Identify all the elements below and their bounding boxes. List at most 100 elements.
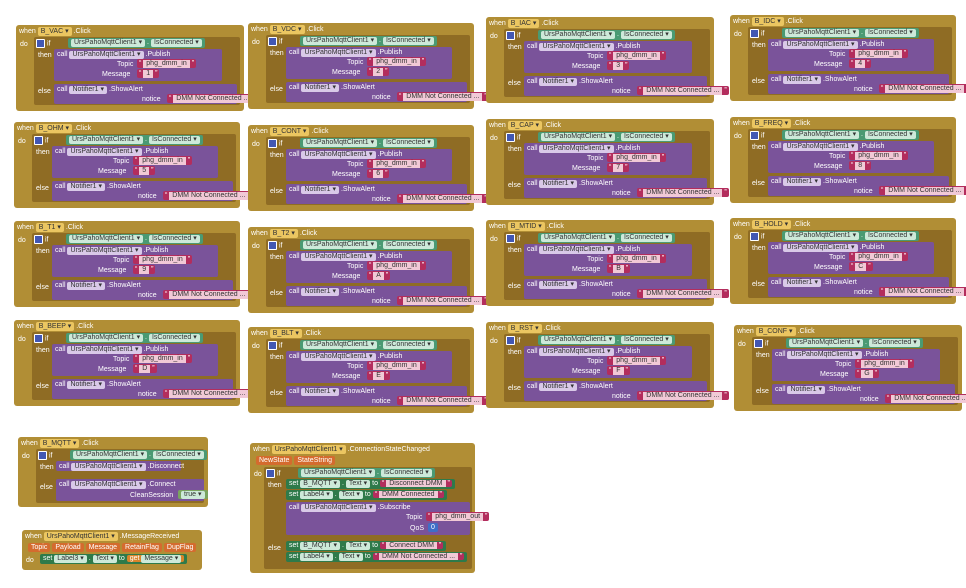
client-dropdown[interactable]: UrsPahoMqttClient1 <box>541 133 616 141</box>
message-value[interactable]: 2 <box>373 68 384 76</box>
show-alert-call[interactable]: call Notifier1 .ShowAlert notice “ DMM Not… <box>286 286 489 306</box>
property-dropdown[interactable]: IsConnected <box>382 37 434 45</box>
message-string[interactable]: “ B ” <box>607 264 631 273</box>
gear-icon[interactable] <box>506 234 515 243</box>
notifier-dropdown[interactable]: Notifier1 <box>783 76 821 84</box>
message-string[interactable]: “ 6 ” <box>367 169 390 178</box>
notice-string[interactable]: “ DMM Not Connected ... ” <box>167 94 259 103</box>
notice-value[interactable]: DMM Not Connected ... <box>891 395 966 403</box>
click-event-block[interactable]: when B_MTID .Click do if UrsPahoMqttClient… <box>486 220 729 306</box>
client-dropdown[interactable]: UrsPahoMqttClient1 <box>541 31 616 39</box>
message-value[interactable]: 5 <box>139 167 150 175</box>
property-dropdown[interactable]: IsConnected <box>382 341 434 349</box>
component-dropdown[interactable]: Label4 <box>300 491 333 499</box>
set-bmqtt-text[interactable]: set B_MQTT . Text to “ Disconnect DMM ” <box>286 479 455 489</box>
gear-icon[interactable] <box>268 241 277 250</box>
is-connected-getter[interactable]: UrsPahoMqttClient1 . IsConnected <box>538 132 675 142</box>
notice-string[interactable]: “ DMM Not Connected ... ” <box>163 389 255 398</box>
component-dropdown[interactable]: B_CONT <box>269 127 310 136</box>
is-connected-getter[interactable]: UrsPahoMqttClient1 . IsConnected <box>68 38 205 48</box>
gear-icon[interactable] <box>34 136 43 145</box>
message-string[interactable]: “ E ” <box>367 371 391 380</box>
clean-session-bool[interactable]: true <box>178 490 208 499</box>
set-bmqtt-text-else[interactable]: set B_MQTT . Text to “ Connect DMM ” <box>286 541 447 551</box>
client-dropdown[interactable]: UrsPahoMqttClient1 <box>783 244 858 252</box>
notifier-dropdown[interactable]: Notifier1 <box>783 178 821 186</box>
client-dropdown[interactable]: UrsPahoMqttClient1 <box>783 143 858 151</box>
event-param[interactable]: StateString <box>294 456 335 465</box>
text-value[interactable]: DMM Connected <box>378 491 438 498</box>
connect-call[interactable]: call UrsPahoMqttClient1 .Connect CleanSes… <box>56 479 208 501</box>
topic-string[interactable]: “ phg_dmm_in ” <box>367 261 427 270</box>
message-string[interactable]: “ 8 ” <box>849 161 872 170</box>
client-dropdown[interactable]: UrsPahoMqttClient1 <box>301 49 376 57</box>
is-connected-getter[interactable]: UrsPahoMqttClient1 . IsConnected <box>786 338 923 348</box>
topic-string[interactable]: “ phg_dmm_in ” <box>607 356 667 365</box>
gear-icon[interactable] <box>750 29 759 38</box>
message-string[interactable]: “ G ” <box>855 369 880 378</box>
property-dropdown[interactable]: IsConnected <box>150 39 202 47</box>
topic-value[interactable]: phg_dmm_in <box>613 52 660 60</box>
click-event-block[interactable]: when B_IAC .Click do if UrsPahoMqttClient1… <box>486 17 729 103</box>
topic-value[interactable]: phg_dmm_out <box>432 513 484 521</box>
event-param[interactable]: NewState <box>256 456 293 465</box>
qos-value[interactable]: 0 <box>431 524 435 531</box>
show-alert-call[interactable]: call Notifier1 .ShowAlert notice “ DMM Not… <box>54 84 259 104</box>
is-connected-getter[interactable]: UrsPahoMqttClient1 . IsConnected <box>70 450 207 460</box>
is-connected-getter[interactable]: UrsPahoMqttClient1 . IsConnected <box>298 468 435 478</box>
gear-icon[interactable] <box>34 235 43 244</box>
component-dropdown[interactable]: B_MQTT <box>300 542 341 550</box>
topic-string[interactable]: “ phg_dmm_in ” <box>849 252 909 261</box>
notice-string[interactable]: “ DMM Not Connected ... ” <box>637 289 729 298</box>
event-param[interactable]: Payload <box>52 543 84 552</box>
qos-number[interactable]: 0 <box>428 523 438 532</box>
component-dropdown[interactable]: B_VDC <box>269 25 305 34</box>
client-dropdown[interactable]: UrsPahoMqttClient1 <box>301 504 376 512</box>
client-dropdown[interactable]: UrsPahoMqttClient1 <box>69 334 144 342</box>
client-dropdown[interactable]: UrsPahoMqttClient1 <box>69 51 144 59</box>
message-value[interactable]: 6 <box>373 170 384 178</box>
show-alert-call[interactable]: call Notifier1 .ShowAlert notice “ DMM Not… <box>524 76 729 96</box>
message-string[interactable]: “ 5 ” <box>133 166 156 175</box>
gear-icon[interactable] <box>750 232 759 241</box>
notifier-dropdown[interactable]: Notifier1 <box>301 288 339 296</box>
get-variable[interactable]: get Message <box>126 555 185 563</box>
component-dropdown[interactable]: B_MQTT <box>39 439 80 448</box>
click-event-block[interactable]: when B_BLT .Click do if UrsPahoMqttClient1… <box>248 327 489 413</box>
client-dropdown[interactable]: UrsPahoMqttClient1 <box>67 346 142 354</box>
topic-value[interactable]: phg_dmm_in <box>139 256 186 264</box>
notifier-dropdown[interactable]: Notifier1 <box>787 386 825 394</box>
is-connected-getter[interactable]: UrsPahoMqttClient1 . IsConnected <box>300 138 437 148</box>
topic-string[interactable]: “ phg_dmm_in ” <box>133 354 193 363</box>
show-alert-call[interactable]: call Notifier1 .ShowAlert notice “ DMM Not… <box>768 74 966 94</box>
topic-value[interactable]: phg_dmm_in <box>613 255 660 263</box>
message-value[interactable]: 3 <box>613 62 624 70</box>
topic-value[interactable]: phg_dmm_in <box>373 58 420 66</box>
text-value[interactable]: Disconnect DMM <box>386 480 446 487</box>
client-dropdown[interactable]: UrsPahoMqttClient1 <box>301 353 376 361</box>
property-dropdown[interactable]: Text <box>345 480 371 488</box>
message-value[interactable]: A <box>373 272 384 280</box>
client-dropdown[interactable]: UrsPahoMqttClient1 <box>539 43 614 51</box>
client-dropdown[interactable]: UrsPahoMqttClient1 <box>301 469 376 477</box>
client-dropdown[interactable]: UrsPahoMqttClient1 <box>303 139 378 147</box>
client-dropdown[interactable]: UrsPahoMqttClient1 <box>539 246 614 254</box>
notifier-dropdown[interactable]: Notifier1 <box>69 86 107 94</box>
message-value[interactable]: D <box>139 365 151 373</box>
component-dropdown[interactable]: B_IDC <box>751 17 784 26</box>
event-param[interactable]: Topic <box>28 543 51 552</box>
